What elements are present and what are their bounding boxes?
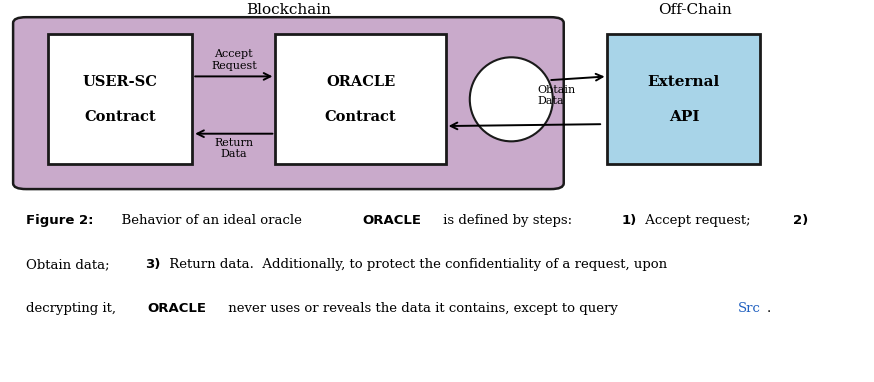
Text: Contract: Contract [85, 110, 156, 123]
FancyBboxPatch shape [48, 34, 192, 164]
Text: Src: Src [738, 302, 760, 315]
Text: decrypting it,: decrypting it, [26, 302, 121, 315]
Text: Return data.  Additionally, to protect the confidentiality of a request, upon: Return data. Additionally, to protect th… [165, 258, 667, 271]
Text: never uses or reveals the data it contains, except to query: never uses or reveals the data it contai… [224, 302, 622, 315]
Text: ORACLE: ORACLE [148, 302, 207, 315]
Text: is defined by steps:: is defined by steps: [439, 214, 580, 227]
Text: Behavior of an ideal oracle: Behavior of an ideal oracle [114, 214, 307, 227]
FancyBboxPatch shape [13, 17, 564, 189]
FancyBboxPatch shape [607, 34, 760, 164]
Text: 1): 1) [621, 214, 636, 227]
Text: Off-Chain: Off-Chain [658, 3, 732, 17]
FancyBboxPatch shape [275, 34, 446, 164]
Text: Accept
Request: Accept Request [211, 49, 257, 71]
Text: 3): 3) [145, 258, 161, 271]
Text: 2): 2) [794, 214, 808, 227]
Text: External: External [648, 75, 720, 89]
Text: Return
Data: Return Data [214, 138, 253, 159]
Text: USER-SC: USER-SC [83, 75, 157, 89]
Text: ORACLE: ORACLE [363, 214, 421, 227]
Text: ORACLE: ORACLE [326, 75, 395, 89]
Text: .: . [767, 302, 772, 315]
Text: Contract: Contract [325, 110, 396, 123]
Ellipse shape [470, 57, 552, 141]
Text: Blockchain: Blockchain [246, 3, 331, 17]
Text: API: API [669, 110, 699, 123]
Text: Obtain
Data: Obtain Data [538, 85, 576, 106]
Text: Accept request;: Accept request; [641, 214, 760, 227]
Text: Figure 2:: Figure 2: [26, 214, 94, 227]
Text: Obtain data;: Obtain data; [26, 258, 118, 271]
